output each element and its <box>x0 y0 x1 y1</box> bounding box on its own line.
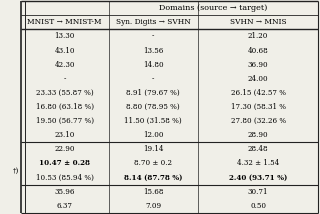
Text: †): †) <box>13 166 19 175</box>
Text: SVHN → MNIS: SVHN → MNIS <box>230 18 286 26</box>
Text: 7.09: 7.09 <box>145 202 161 210</box>
Text: -: - <box>63 75 66 83</box>
Text: 14.80: 14.80 <box>143 61 164 69</box>
Text: 0.50: 0.50 <box>250 202 266 210</box>
Text: 27.80 (32.26 %: 27.80 (32.26 % <box>231 117 286 125</box>
Text: 16.80 (63.18 %): 16.80 (63.18 %) <box>36 103 94 111</box>
Text: 8.70 ± 0.2: 8.70 ± 0.2 <box>134 159 172 168</box>
Text: 30.71: 30.71 <box>248 188 268 196</box>
Text: 22.90: 22.90 <box>54 145 75 153</box>
Text: -: - <box>152 75 155 83</box>
Text: 28.48: 28.48 <box>248 145 268 153</box>
Text: 13.56: 13.56 <box>143 46 164 55</box>
Text: 28.90: 28.90 <box>248 131 268 139</box>
Text: 40.68: 40.68 <box>248 46 268 55</box>
Text: -: - <box>152 32 155 40</box>
Text: 21.20: 21.20 <box>248 32 268 40</box>
Text: 24.00: 24.00 <box>248 75 268 83</box>
Text: 8.91 (79.67 %): 8.91 (79.67 %) <box>126 89 180 97</box>
Text: 8.80 (78.95 %): 8.80 (78.95 %) <box>126 103 180 111</box>
Text: 8.14 (87.78 %): 8.14 (87.78 %) <box>124 174 182 182</box>
Text: 43.10: 43.10 <box>54 46 75 55</box>
Text: Domains (source → target): Domains (source → target) <box>159 4 268 12</box>
Text: 19.50 (56.77 %): 19.50 (56.77 %) <box>36 117 94 125</box>
Text: 17.30 (58.31 %: 17.30 (58.31 % <box>231 103 286 111</box>
Text: 23.33 (55.87 %): 23.33 (55.87 %) <box>36 89 93 97</box>
Text: 4.32 ± 1.54: 4.32 ± 1.54 <box>237 159 279 168</box>
Text: 26.15 (42.57 %: 26.15 (42.57 % <box>231 89 286 97</box>
Text: 13.30: 13.30 <box>54 32 75 40</box>
Text: 11.50 (31.58 %): 11.50 (31.58 %) <box>124 117 182 125</box>
Text: 10.53 (85.94 %): 10.53 (85.94 %) <box>36 174 94 182</box>
Text: 6.37: 6.37 <box>57 202 73 210</box>
Text: 10.47 ± 0.28: 10.47 ± 0.28 <box>39 159 90 168</box>
Text: 23.10: 23.10 <box>54 131 75 139</box>
Text: 36.90: 36.90 <box>248 61 268 69</box>
Text: Syn. Digits → SVHN: Syn. Digits → SVHN <box>116 18 191 26</box>
Text: 12.00: 12.00 <box>143 131 164 139</box>
Text: 2.40 (93.71 %): 2.40 (93.71 %) <box>229 174 287 182</box>
Text: MNIST → MNIST-M: MNIST → MNIST-M <box>28 18 102 26</box>
Text: 35.96: 35.96 <box>54 188 75 196</box>
Text: 19.14: 19.14 <box>143 145 164 153</box>
Text: 15.68: 15.68 <box>143 188 164 196</box>
Text: 42.30: 42.30 <box>54 61 75 69</box>
